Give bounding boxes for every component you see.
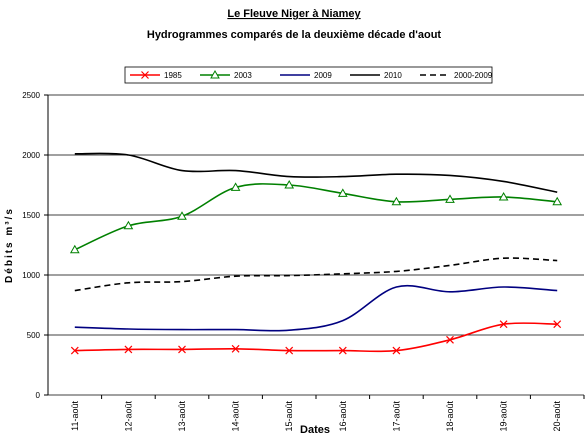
x-tick-label: 11-août <box>70 401 80 431</box>
series-line <box>74 183 558 251</box>
marker <box>337 188 348 197</box>
chart-subtitle: Hydrogrammes comparés de la deuxième déc… <box>147 29 442 41</box>
marker <box>231 344 240 353</box>
chart-title: Le Fleuve Niger à Niamey <box>227 8 361 20</box>
series-line <box>74 152 558 193</box>
marker <box>210 69 220 79</box>
y-tick-label: 0 <box>36 391 41 400</box>
x-tick-label: 20-août <box>552 401 562 432</box>
marker <box>70 346 79 355</box>
series-line <box>74 284 558 332</box>
x-tick-label: 13-août <box>177 401 187 432</box>
x-tick-label: 15-août <box>284 401 294 432</box>
marker <box>498 191 509 201</box>
marker <box>141 71 149 79</box>
marker <box>552 196 563 206</box>
marker <box>553 320 562 329</box>
y-tick-label: 1000 <box>22 271 40 280</box>
legend-label: 2003 <box>234 71 252 80</box>
marker <box>392 346 401 355</box>
marker <box>124 345 133 354</box>
marker <box>284 179 295 189</box>
x-tick-label: 19-août <box>499 401 509 432</box>
marker <box>338 346 347 355</box>
series-line <box>74 322 558 353</box>
marker <box>123 220 134 230</box>
y-tick-label: 500 <box>27 331 41 340</box>
y-tick-label: 1500 <box>22 211 40 220</box>
series-line <box>74 257 558 292</box>
y-tick-label: 2000 <box>22 151 40 160</box>
marker <box>178 345 186 354</box>
marker <box>445 194 455 203</box>
x-tick-label: 14-août <box>231 401 241 432</box>
marker <box>446 335 454 344</box>
legend-label: 2010 <box>384 71 402 80</box>
x-tick-label: 18-août <box>445 401 455 432</box>
x-tick-label: 17-août <box>391 401 401 432</box>
x-tick-label: 16-août <box>338 401 348 432</box>
y-tick-label: 2500 <box>22 91 40 100</box>
marker <box>391 196 402 206</box>
legend-label: 1985 <box>164 71 182 80</box>
legend-label: 2000-2009 <box>454 71 493 80</box>
marker <box>177 211 187 220</box>
marker <box>230 182 241 191</box>
marker <box>69 244 80 254</box>
marker <box>285 346 294 355</box>
legend-label: 2009 <box>314 71 332 80</box>
x-axis-label: Dates <box>300 424 330 436</box>
y-axis-label: Débits m³/s <box>4 207 15 283</box>
marker <box>499 320 508 329</box>
x-tick-label: 12-août <box>123 401 133 432</box>
